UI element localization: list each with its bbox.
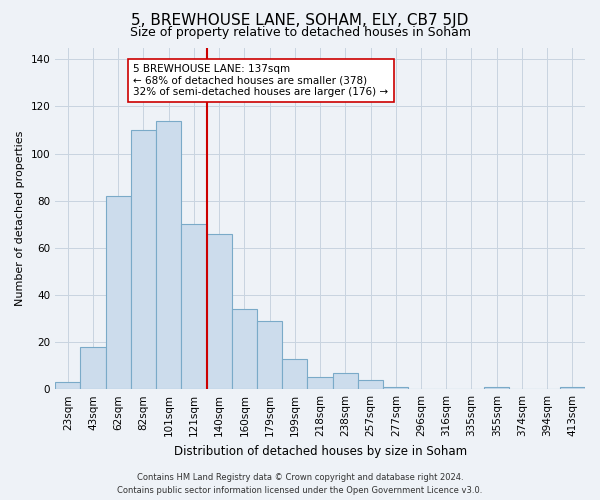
Bar bbox=[206, 234, 232, 389]
Bar bbox=[106, 196, 131, 389]
Bar bbox=[131, 130, 156, 389]
Text: 5, BREWHOUSE LANE, SOHAM, ELY, CB7 5JD: 5, BREWHOUSE LANE, SOHAM, ELY, CB7 5JD bbox=[131, 12, 469, 28]
Bar bbox=[282, 358, 307, 389]
Bar bbox=[307, 378, 332, 389]
Text: Size of property relative to detached houses in Soham: Size of property relative to detached ho… bbox=[130, 26, 470, 39]
X-axis label: Distribution of detached houses by size in Soham: Distribution of detached houses by size … bbox=[173, 444, 467, 458]
Bar bbox=[156, 120, 181, 389]
Bar bbox=[257, 321, 282, 389]
Bar bbox=[181, 224, 206, 389]
Bar bbox=[560, 387, 585, 389]
Bar bbox=[383, 387, 409, 389]
Y-axis label: Number of detached properties: Number of detached properties bbox=[15, 130, 25, 306]
Bar bbox=[232, 309, 257, 389]
Bar bbox=[332, 372, 358, 389]
Bar bbox=[55, 382, 80, 389]
Bar bbox=[484, 387, 509, 389]
Bar bbox=[80, 347, 106, 389]
Text: Contains HM Land Registry data © Crown copyright and database right 2024.
Contai: Contains HM Land Registry data © Crown c… bbox=[118, 473, 482, 495]
Text: 5 BREWHOUSE LANE: 137sqm
← 68% of detached houses are smaller (378)
32% of semi-: 5 BREWHOUSE LANE: 137sqm ← 68% of detach… bbox=[133, 64, 389, 97]
Bar bbox=[358, 380, 383, 389]
